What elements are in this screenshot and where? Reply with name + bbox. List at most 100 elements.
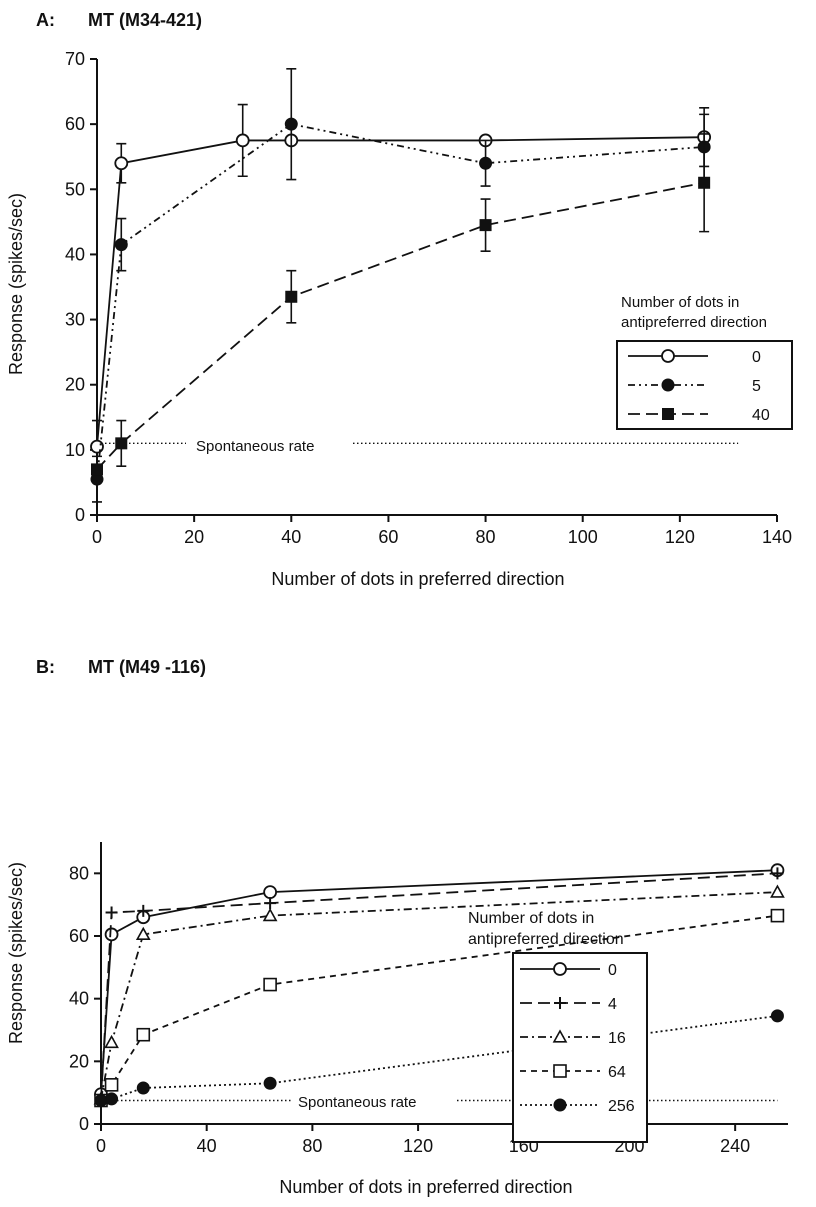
panel-b-series-3-point — [770, 908, 785, 923]
panel-a-legend-label-0: 0 — [752, 349, 761, 366]
panel-b-series-1-line — [100, 872, 778, 1099]
panel-a-x-tick-label: 60 — [378, 527, 398, 547]
panel-a-series-2-point — [115, 437, 128, 450]
panel-b-y-tick-label: 0 — [79, 1114, 89, 1134]
panel-b-series-4-point — [770, 1009, 784, 1023]
panel-b-legend-label-1: 4 — [608, 996, 617, 1013]
panel-b-series-3-point — [263, 977, 277, 992]
panel-b-y-tick-label: 40 — [69, 989, 89, 1009]
panel-b-legend-label-4: 256 — [608, 1098, 635, 1115]
panel-a-series-2-point — [698, 176, 711, 189]
panel-a-series-2-point — [285, 290, 298, 303]
panel-b-legend-title-2: antipreferred direction — [468, 931, 624, 948]
panel-a-x-tick-label: 20 — [184, 527, 204, 547]
panel-b-series-2-line — [100, 891, 778, 1100]
panel-b-series-4-point — [136, 1081, 150, 1095]
panel-b-series-3-line — [100, 914, 778, 1102]
panel-b-spontaneous-label: Spontaneous rate — [298, 1094, 416, 1111]
panel-b-series-1-point — [105, 906, 118, 919]
panel-b-series-1-point — [264, 897, 277, 910]
panel-b-series-4-point — [105, 1092, 119, 1106]
panel-a-spontaneous-label: Spontaneous rate — [196, 438, 314, 455]
panel-a-series-1-point — [114, 238, 128, 252]
panel-a-series-0-line — [96, 136, 705, 447]
panel-b-series-0-point — [263, 885, 278, 900]
panel-b-legend-marker-4 — [553, 1098, 567, 1112]
panel-a-y-tick-label: 0 — [75, 505, 85, 525]
panel-a-x-tick-label: 120 — [665, 527, 695, 547]
panel-a-series-2-point — [479, 219, 492, 232]
panel-a-y-tick-label: 10 — [65, 440, 85, 460]
panel-b-x-tick-label: 120 — [403, 1136, 433, 1156]
panel-a-y-tick-label: 30 — [65, 310, 85, 330]
panel-a-series-1-point — [479, 156, 493, 170]
panel-a-legend-marker-1 — [661, 378, 675, 392]
panel-b-series-0-point — [104, 927, 119, 942]
panel-b-y-tick-label: 60 — [69, 926, 89, 946]
panel-b-legend-box — [512, 952, 648, 1143]
panel-a-x-tick-label: 140 — [762, 527, 792, 547]
panel-b-y-tick-label: 20 — [69, 1051, 89, 1071]
panel-a-legend-marker-2 — [662, 408, 674, 420]
panel-b-legend-title-1: Number of dots in — [468, 910, 594, 927]
panel-a-series-1-line — [96, 123, 705, 480]
panel-a-legend-label-2: 40 — [752, 407, 770, 424]
panel-b-legend-marker-0 — [553, 962, 567, 976]
panel-a-chart: A: MT (M34-421) 0 20 40 60 80 100 120 140 0 10 20 3… — [6, 10, 793, 589]
panel-b-x-tick-label: 80 — [302, 1136, 322, 1156]
panel-b-series-3-point — [136, 1027, 151, 1042]
panel-b-series-1-point — [771, 867, 784, 880]
panel-a-y-tick-label: 40 — [65, 244, 85, 264]
panel-b-series-2-point — [770, 884, 785, 898]
panel-b-ylabel: Response (spikes/sec) — [6, 862, 26, 1044]
panel-b-series-4-point — [94, 1094, 108, 1107]
panel-a-y-tick-label: 20 — [65, 375, 85, 395]
panel-b-legend-marker-1 — [554, 997, 566, 1009]
panel-a-legend-title-2: antipreferred direction — [621, 314, 767, 331]
panel-b-legend-label-3: 64 — [608, 1064, 626, 1081]
panel-a-legend-title-1: Number of dots in — [621, 294, 739, 311]
panel-a-x-tick-label: 40 — [281, 527, 301, 547]
panel-b-legend-label-0: 0 — [608, 962, 617, 979]
panel-a-series-0-point — [90, 439, 104, 454]
panel-a-y-tick-label: 70 — [65, 49, 85, 69]
panel-a-spont-label-bg — [186, 432, 351, 458]
panel-a-legend-label-1: 5 — [752, 378, 761, 395]
panel-b-legend-label-2: 16 — [608, 1030, 626, 1047]
panel-a-x-tick-label: 80 — [476, 527, 496, 547]
panel-b-y-tick-label: 80 — [69, 863, 89, 883]
panel-b-series-4-point — [263, 1076, 277, 1090]
panel-b-series-2-point — [135, 926, 151, 941]
panel-a-x-tick-label: 0 — [92, 527, 102, 547]
panel-b-series-3-point — [104, 1078, 119, 1092]
panel-b-series-2-point — [262, 907, 278, 922]
panel-a-label: A: — [36, 10, 55, 30]
panel-b-spont-label-bg — [292, 1088, 457, 1114]
panel-a-series-1-point — [284, 117, 298, 131]
panel-b-chart: B: MT (M49 -116) 0 40 80 120 160 200 240020406… — [6, 657, 788, 1197]
panel-a-y-tick-label: 60 — [65, 114, 85, 134]
panel-b-legend-marker-3 — [553, 1064, 567, 1078]
panel-a-series-2-point — [91, 463, 103, 476]
panel-b-xlabel: Number of dots in preferred direction — [279, 1177, 572, 1197]
panel-b-x-tick-label: 0 — [96, 1136, 106, 1156]
panel-b-title: MT (M49 -116) — [88, 657, 206, 677]
panel-b-label: B: — [36, 657, 55, 677]
panel-b-legend-marker-2 — [552, 1029, 568, 1043]
panel-b-series-4-line — [100, 1015, 778, 1102]
panel-a-x-tick-label: 100 — [568, 527, 598, 547]
panel-a-series-0-point — [235, 133, 250, 148]
panel-a-legend: 0 5 40 — [628, 349, 770, 424]
panel-a-series-0-point — [114, 156, 129, 171]
panel-a-xlabel: Number of dots in preferred direction — [271, 569, 564, 589]
panel-b-series-2-point — [104, 1034, 119, 1049]
panel-b-x-tick-label: 40 — [197, 1136, 217, 1156]
panel-b-legend: 0 4 16 64 256 — [520, 962, 635, 1115]
panel-b-x-tick-label: 240 — [720, 1136, 750, 1156]
panel-a-series-2-line — [96, 181, 705, 471]
panel-b-series-1-point — [137, 904, 150, 917]
panel-a-y-tick-label: 50 — [65, 179, 85, 199]
